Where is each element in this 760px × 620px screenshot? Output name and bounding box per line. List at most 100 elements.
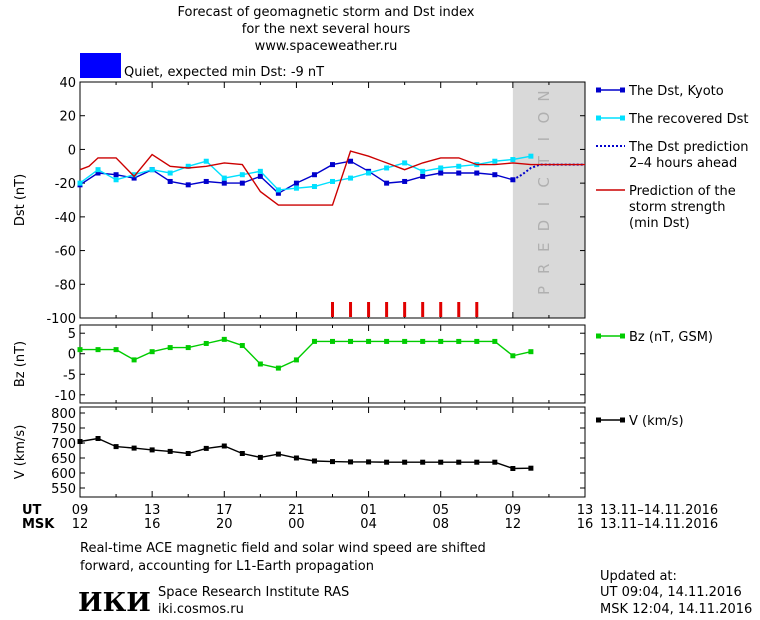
data-point (203, 158, 209, 164)
y-axis-label: Bz (nT) (13, 341, 28, 387)
y-tick-label: 40 (59, 76, 76, 91)
x-tick-labels: 09 13 17 21 01 05 09 13 12 16 20 00 04 08 12 16 (72, 503, 594, 532)
prediction-letter: D (535, 220, 553, 232)
data-point (528, 349, 534, 355)
legend-label: V (km/s) (629, 414, 684, 429)
y-tick-label: -80 (55, 278, 76, 293)
data-point (185, 163, 191, 169)
data-point (149, 349, 155, 355)
y-tick-label: -100 (46, 312, 76, 327)
data-point (131, 445, 137, 451)
data-point (384, 338, 390, 344)
data-point (474, 459, 480, 465)
prediction-letter: E (535, 242, 553, 251)
ut-date-range: 13.11–14.11.2016 (600, 503, 718, 518)
data-point (510, 466, 516, 471)
footer-note-line2: forward, accounting for L1-Earth propaga… (80, 559, 374, 574)
data-point (275, 365, 281, 371)
data-point (420, 168, 426, 174)
data-point (239, 451, 245, 456)
updated-msk: MSK 12:04, 14.11.2016 (600, 602, 752, 617)
data-point (185, 345, 191, 351)
legend-marker (596, 333, 601, 339)
data-point (402, 459, 408, 465)
y-axis-label: V (km/s) (13, 425, 28, 480)
data-point (257, 361, 263, 367)
v-panel-frame (79, 406, 586, 498)
legend-label: The recovered Dst (628, 112, 748, 127)
data-point (185, 182, 191, 188)
data-point (438, 165, 444, 171)
axes: 40 20 0 -20 -40 -60 -80 -100 Dst (nT) 5 0 -5 -10 Bz (… (13, 76, 586, 497)
y-tick-label: 550 (51, 482, 76, 497)
series-line (80, 338, 532, 369)
msk-tick-label: 20 (216, 517, 233, 532)
data-point (456, 338, 462, 344)
data-point (293, 455, 299, 461)
dst-panel-frame (79, 81, 586, 319)
data-point (257, 168, 263, 174)
data-point (149, 447, 155, 453)
iki-logo: ИКИ (78, 588, 151, 618)
data-point (149, 167, 155, 173)
data-point (257, 173, 263, 179)
data-point (438, 338, 444, 344)
data-point (330, 459, 335, 465)
legend-label: The Dst, Kyoto (628, 84, 724, 99)
institute-url[interactable]: iki.cosmos.ru (158, 602, 244, 617)
series-line (79, 155, 532, 191)
data-point (77, 439, 83, 444)
data-point (492, 338, 498, 344)
series-line (79, 150, 585, 206)
y-tick-label: 0 (68, 348, 76, 363)
data-point (221, 180, 227, 186)
legend-marker (620, 333, 625, 339)
data-point (203, 340, 209, 346)
data-point (438, 459, 444, 465)
data-point (456, 459, 462, 465)
status-text: Quiet, expected min Dst: -9 nT (124, 65, 324, 80)
prediction-letter: R (535, 264, 553, 274)
data-point (311, 338, 317, 344)
legend-marker (596, 417, 601, 423)
data-point (348, 175, 354, 181)
data-point (167, 345, 173, 351)
website-link[interactable]: www.spaceweather.ru (255, 39, 398, 54)
y-tick-label: 0 (68, 143, 76, 158)
ut-tick-label: 05 (432, 503, 449, 518)
data-point (456, 170, 462, 176)
data-point (77, 347, 83, 353)
y-tick-label: 600 (51, 467, 76, 482)
data-point (257, 454, 263, 460)
msk-tick-label: 12 (72, 517, 89, 532)
footer-note-line1: Real-time ACE magnetic field and solar w… (80, 541, 486, 556)
legend-label: 2–4 hours ahead (629, 156, 737, 171)
y-tick-label: 750 (51, 422, 76, 437)
data-point (330, 162, 335, 168)
data-point (293, 357, 299, 363)
y-tick-label: 5 (68, 327, 76, 342)
msk-axis-label: MSK (22, 517, 55, 532)
data-point (510, 177, 516, 183)
data-point (113, 347, 119, 353)
data-point (348, 459, 354, 465)
data-point (239, 172, 245, 178)
legend-label: (min Dst) (629, 216, 690, 231)
data-point (203, 445, 209, 451)
legend-marker (620, 87, 625, 93)
data-point (510, 157, 516, 163)
data-point (275, 190, 281, 196)
data-point (402, 178, 408, 184)
legend-marker (596, 115, 601, 121)
prediction-letter: O (535, 112, 553, 124)
institute-name: Space Research Institute RAS (158, 585, 349, 600)
data-point (348, 158, 354, 164)
data-point (239, 180, 245, 186)
y-tick-label: -40 (55, 211, 76, 226)
ut-axis-label: UT (22, 503, 42, 518)
data-point (330, 178, 335, 184)
prediction-letter: N (535, 90, 553, 101)
data-point (221, 443, 227, 449)
data-point (402, 160, 408, 166)
